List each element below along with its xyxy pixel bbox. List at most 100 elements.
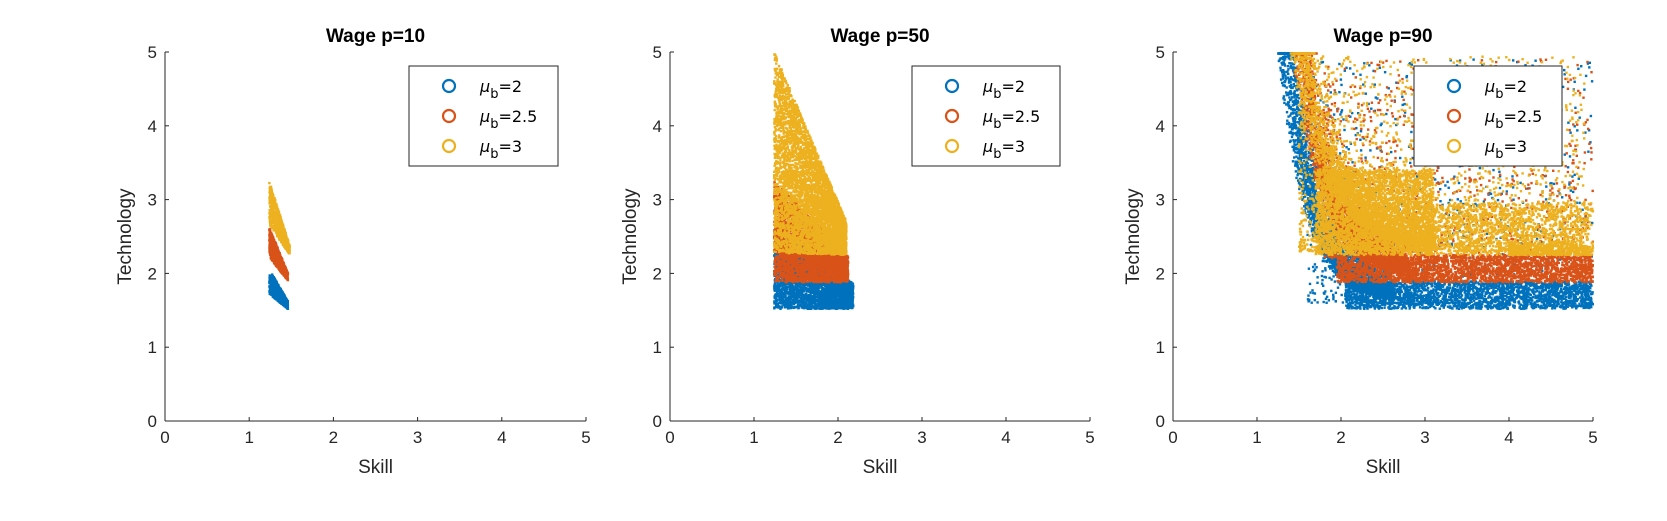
data-point	[274, 254, 276, 256]
data-point	[284, 276, 286, 278]
x-tick-label: 3	[413, 428, 422, 447]
data-point	[269, 221, 271, 223]
data-point	[269, 275, 271, 277]
data-point	[271, 283, 273, 285]
data-point	[830, 301, 832, 303]
x-tick-label: 0	[160, 428, 169, 447]
data-point	[279, 232, 281, 234]
data-point	[271, 240, 273, 242]
data-point	[833, 299, 835, 301]
data-point	[276, 260, 278, 262]
data-point	[801, 293, 803, 295]
data-point	[778, 306, 780, 308]
data-point	[275, 251, 277, 253]
data-point	[285, 245, 287, 247]
data-point	[277, 218, 279, 220]
data-point	[820, 283, 822, 285]
data-point	[787, 307, 789, 309]
y-tick-label: 0	[148, 412, 157, 431]
data-point	[271, 203, 273, 205]
data-point	[269, 235, 271, 237]
data-point	[269, 198, 271, 200]
x-tick-label: 5	[581, 428, 590, 447]
data-point	[808, 306, 810, 308]
data-point	[269, 209, 271, 211]
data-point	[272, 199, 274, 201]
data-point	[284, 237, 286, 239]
data-point	[280, 240, 282, 242]
data-point	[281, 301, 283, 303]
data-point	[269, 217, 271, 219]
data-point	[784, 306, 786, 308]
y-tick-label: 5	[148, 43, 157, 62]
data-point	[279, 258, 281, 260]
data-point	[774, 283, 776, 285]
data-point	[271, 209, 273, 211]
data-point	[278, 297, 280, 299]
data-point	[269, 230, 271, 232]
y-tick-label: 3	[148, 191, 157, 210]
data-point	[287, 240, 289, 242]
data-point	[272, 256, 274, 258]
data-point	[283, 273, 285, 275]
data-point	[826, 284, 828, 286]
data-point	[834, 307, 836, 309]
data-point	[272, 236, 274, 238]
data-point	[288, 244, 290, 246]
data-point	[273, 218, 275, 220]
y-tick-label: 1	[148, 338, 157, 357]
data-point	[282, 229, 284, 231]
data-point	[792, 299, 794, 301]
data-point	[279, 269, 281, 271]
data-point	[810, 297, 812, 299]
data-point	[792, 306, 794, 308]
data-point	[272, 295, 274, 297]
data-point	[271, 273, 273, 275]
data-point	[278, 216, 280, 218]
data-point	[779, 290, 781, 292]
data-point	[285, 303, 287, 305]
data-point	[271, 247, 273, 249]
data-point	[268, 240, 270, 242]
data-point	[274, 213, 276, 215]
data-point	[282, 244, 284, 246]
x-axis-label: Skill	[358, 457, 393, 478]
data-point	[281, 226, 283, 228]
data-point	[270, 286, 272, 288]
data-point	[829, 283, 831, 285]
data-point	[284, 232, 286, 234]
data-point	[270, 225, 272, 227]
data-point	[274, 221, 276, 223]
data-point	[268, 251, 270, 253]
data-point	[776, 303, 778, 305]
data-point	[284, 234, 286, 236]
data-point	[285, 300, 287, 302]
y-tick-label: 4	[148, 117, 157, 136]
data-point	[282, 294, 284, 296]
y-axis-label: Technology	[115, 188, 136, 285]
data-point	[274, 297, 276, 299]
data-point	[276, 266, 278, 268]
data-point	[281, 291, 283, 293]
x-tick-label: 1	[244, 428, 253, 447]
data-point	[269, 280, 271, 282]
data-point	[269, 200, 271, 202]
y-tick-label: 2	[148, 264, 157, 283]
data-point	[268, 191, 270, 193]
data-point	[273, 215, 275, 217]
data-point	[268, 182, 270, 184]
data-point	[282, 237, 284, 239]
data-point	[278, 252, 280, 254]
data-point	[805, 293, 807, 295]
data-point	[284, 266, 286, 268]
data-point	[275, 283, 277, 285]
data-point	[278, 228, 280, 230]
data-point	[288, 250, 290, 252]
x-tick-label: 4	[497, 428, 506, 447]
data-point	[783, 283, 785, 285]
data-point	[273, 289, 275, 291]
data-point	[786, 291, 788, 293]
